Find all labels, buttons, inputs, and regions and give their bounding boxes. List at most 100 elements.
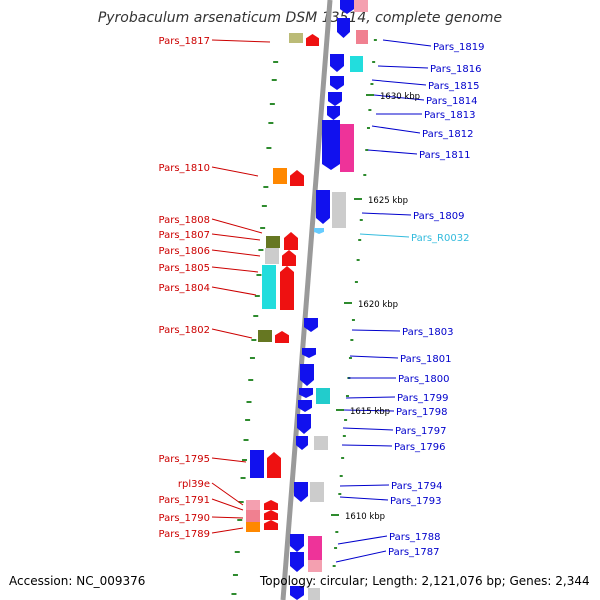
left-leader-line [211, 457, 247, 463]
left-leader-line [211, 249, 261, 257]
right-gene-label: Pars_1803 [402, 327, 453, 338]
gene-feature [337, 18, 350, 38]
kbp-label: 1615 kbp [350, 407, 390, 417]
gene-feature [246, 510, 260, 522]
gene-feature [290, 552, 304, 572]
right-gene-label: Pars_1797 [395, 426, 446, 437]
left-gene-label: Pars_1791 [159, 495, 210, 506]
genome-axis [280, 0, 333, 600]
gene-feature [280, 266, 294, 310]
gene-feature [290, 534, 304, 552]
gene-feature [297, 414, 311, 434]
gene-feature [340, 124, 354, 172]
right-leader-line [339, 496, 389, 501]
right-gene-label: Pars_1798 [396, 407, 447, 418]
left-leader-line [211, 39, 271, 43]
gene-feature [265, 248, 279, 264]
left-leader-line [211, 233, 261, 241]
gene-feature [327, 106, 340, 120]
gene-feature [314, 436, 328, 450]
right-leader-line [341, 444, 393, 447]
gene-feature [306, 34, 319, 46]
kbp-label: 1625 kbp [368, 196, 408, 206]
gene-feature [264, 520, 278, 530]
gene-feature [264, 500, 278, 510]
gene-feature [258, 330, 272, 342]
left-leader-line [211, 166, 259, 177]
gene-feature [294, 482, 308, 502]
gene-feature [298, 400, 312, 412]
gene-feature [262, 265, 276, 309]
right-gene-label: Pars_R0032 [411, 233, 469, 244]
left-gene-label: Pars_1805 [159, 263, 210, 274]
right-leader-line [335, 550, 387, 563]
right-gene-label: Pars_1811 [419, 150, 470, 161]
gene-feature [314, 228, 324, 234]
gene-feature [250, 450, 264, 478]
right-leader-line [343, 409, 395, 412]
left-gene-label: Pars_1810 [159, 163, 210, 174]
gene-feature [284, 232, 298, 250]
right-leader-line [342, 427, 394, 431]
gene-feature [290, 170, 304, 186]
right-gene-label: Pars_1814 [426, 96, 477, 107]
left-gene-label: Pars_1789 [159, 529, 210, 540]
left-leader-line [211, 482, 244, 506]
right-leader-line [351, 329, 401, 332]
left-gene-label: Pars_1795 [159, 454, 210, 465]
kbp-label: 1610 kbp [345, 512, 385, 522]
gene-feature [308, 588, 320, 600]
gene-feature [267, 452, 281, 478]
gene-feature [246, 500, 260, 510]
right-gene-label: Pars_1813 [424, 110, 475, 121]
accession-text: Accession: NC_009376 [9, 574, 146, 588]
gene-feature [354, 0, 368, 12]
right-gene-label: Pars_1812 [422, 129, 473, 140]
right-leader-line [371, 79, 427, 86]
gene-feature [299, 388, 313, 398]
gene-feature [332, 192, 346, 228]
feature-group [246, 0, 368, 600]
gene-feature [356, 30, 368, 44]
gene-feature [289, 33, 303, 43]
right-gene-label: Pars_1794 [391, 481, 442, 492]
right-gene-label: Pars_1788 [389, 532, 440, 543]
right-gene-label: Pars_1819 [433, 42, 484, 53]
right-gene-label: Pars_1800 [398, 374, 449, 385]
left-leader-line [211, 218, 263, 234]
gene-feature [310, 482, 324, 502]
gene-feature [330, 76, 344, 90]
right-leader-line [339, 484, 390, 487]
right-gene-label: Pars_1799 [397, 393, 448, 404]
gene-feature [322, 120, 340, 170]
left-gene-label: Pars_1808 [159, 215, 210, 226]
gene-feature [330, 54, 344, 72]
topology-text: Topology: circular; Length: 2,121,076 bp… [260, 574, 590, 588]
right-leader-line [367, 149, 418, 155]
gene-feature [316, 388, 330, 404]
right-leader-line [371, 125, 421, 134]
left-leader-line [211, 498, 244, 511]
left-gene-label: rpl39e [178, 479, 210, 490]
right-gene-label: Pars_1796 [394, 442, 445, 453]
left-leader-line [211, 516, 244, 519]
left-gene-label: Pars_1807 [159, 230, 210, 241]
left-gene-label: Pars_1790 [159, 513, 210, 524]
gene-feature [282, 250, 296, 266]
right-gene-label: Pars_1816 [430, 64, 481, 75]
left-gene-label: Pars_1817 [159, 36, 210, 47]
right-gene-label: Pars_1809 [413, 211, 464, 222]
right-leader-line [345, 396, 396, 399]
left-gene-label: Pars_1804 [159, 283, 210, 294]
leader-group [211, 39, 432, 563]
right-leader-line [359, 233, 410, 238]
gene-feature [350, 56, 363, 72]
left-gene-label: Pars_1806 [159, 246, 210, 257]
right-leader-line [337, 535, 388, 545]
left-leader-line [211, 328, 253, 339]
gene-feature [264, 510, 278, 520]
right-leader-line [377, 65, 429, 69]
map-title: Pyrobaculum arsenaticum DSM 13514, compl… [97, 10, 503, 26]
right-leader-line [361, 212, 412, 216]
gene-feature [304, 318, 318, 332]
